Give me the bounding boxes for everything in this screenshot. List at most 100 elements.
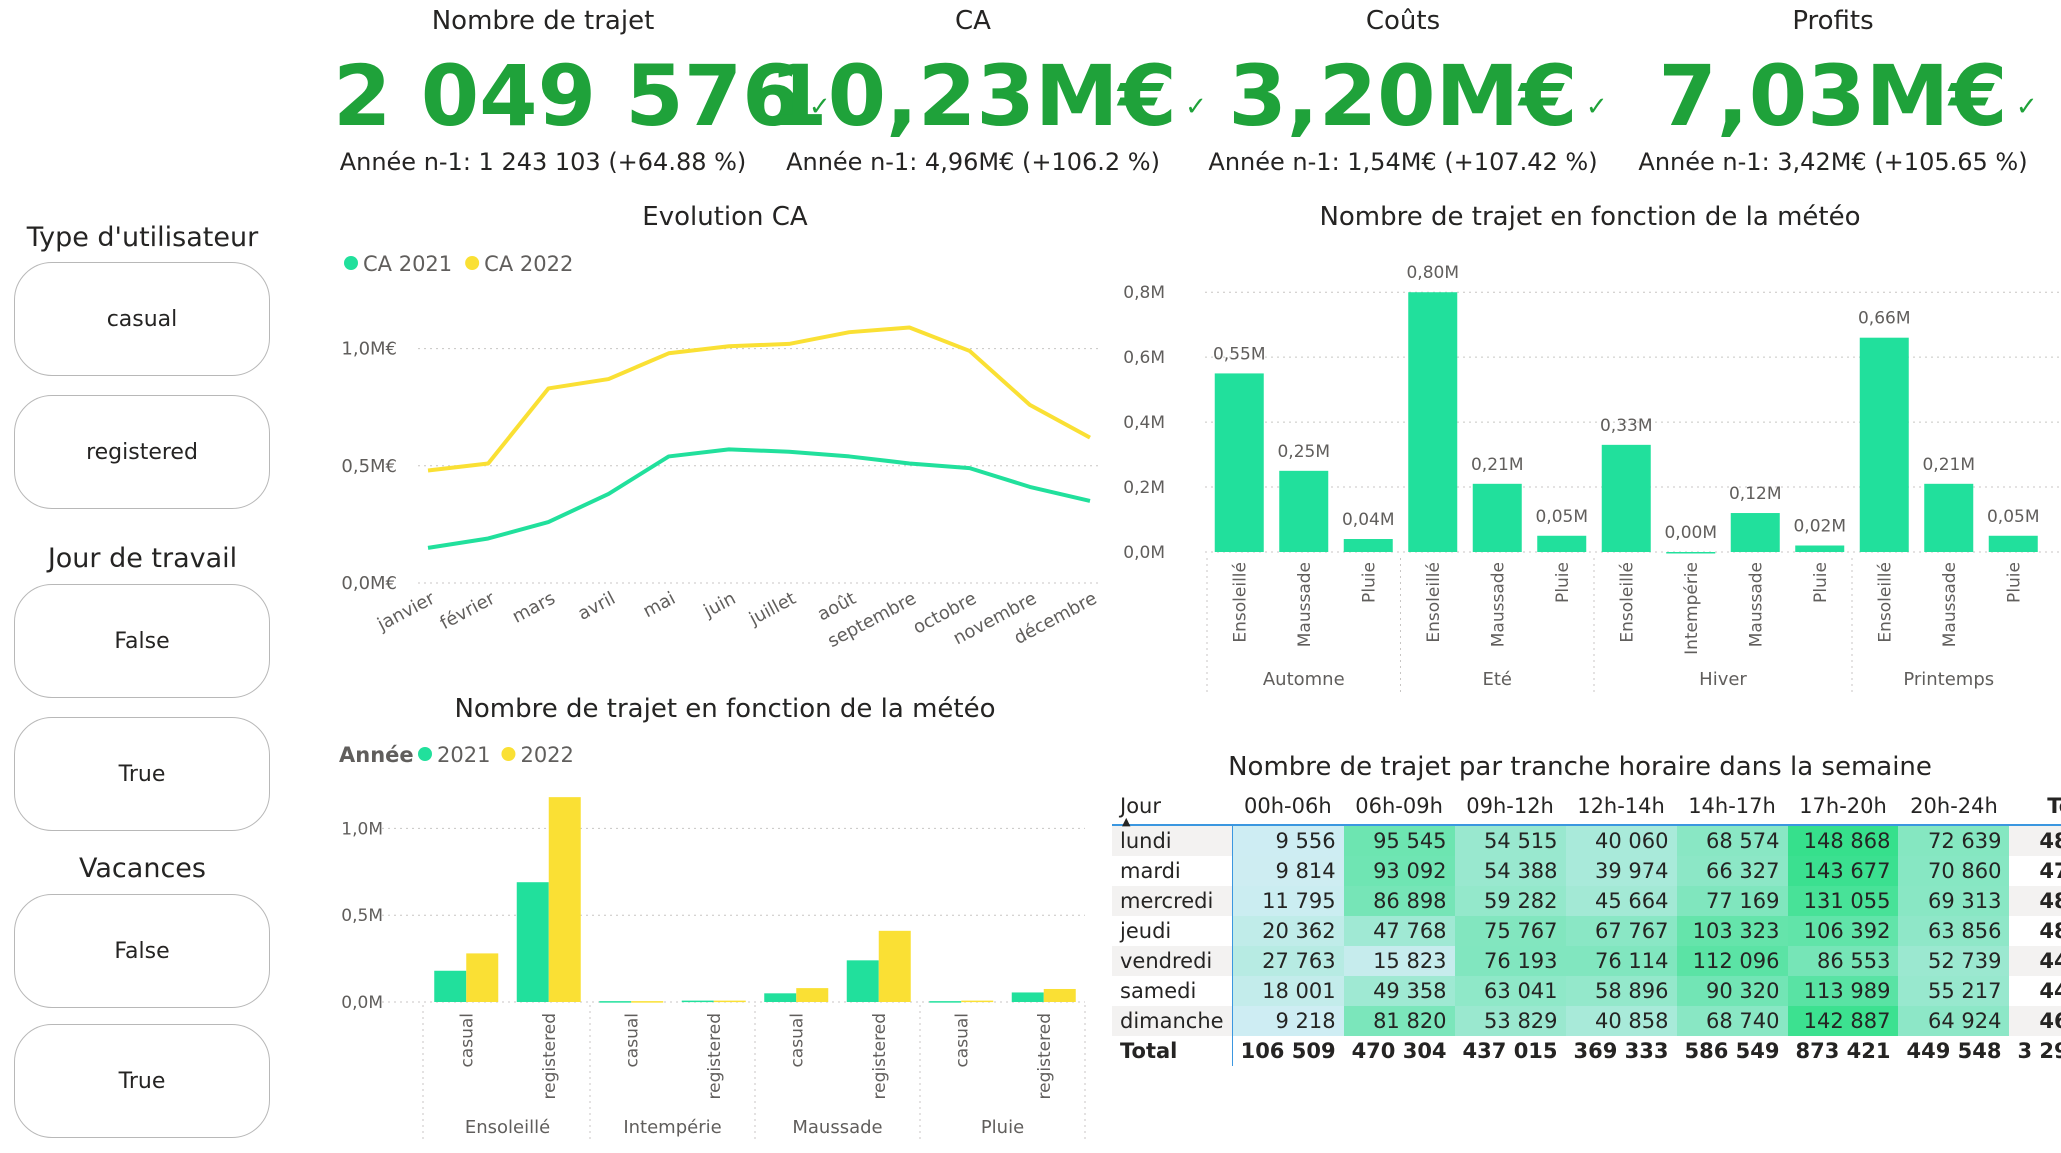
x-tick-label: Pluie: [1553, 562, 1573, 603]
row-total: 462 276: [2009, 1006, 2061, 1036]
kpi-subtitle: Année n-1: 1 243 103 (+64.88 %): [339, 148, 747, 176]
table-cell: 52 739: [1898, 946, 2010, 976]
table-cell: 58 896: [1565, 976, 1677, 1006]
x-tick-label: Maussade: [1746, 562, 1766, 647]
bar-maussade-registered-2022: [878, 930, 911, 1002]
bar-intempérie-casual-2022: [631, 1001, 664, 1003]
bar-printemps-maussade: [1924, 483, 1974, 552]
table-cell: 40 858: [1565, 1006, 1677, 1036]
data-label: 0,04M: [1342, 510, 1395, 530]
row-total: 481 176: [2009, 886, 2061, 916]
kpi-value: 10,23M€ ✓: [769, 47, 1207, 145]
y-tick-label: 0,0M€: [341, 573, 397, 594]
x-tick-label: juillet: [745, 588, 799, 630]
checkmark-icon: ✓: [1585, 92, 1608, 122]
data-label: 0,00M: [1664, 523, 1717, 543]
bar-hiver-intempérie: [1666, 552, 1716, 554]
user-weather-bar-chart: Année 2021 2022 0,0M 0,5M 1,0M casual registere…: [339, 743, 1086, 1143]
group-label: Maussade: [792, 1117, 882, 1138]
group-label: Eté: [1482, 669, 1512, 690]
table-row: mercredi 11 795 86 898 59 282 45 664 77 169 13…: [1112, 886, 2061, 916]
table-cell: 66 327: [1676, 856, 1788, 886]
y-tick-label: 0,5M: [341, 906, 383, 926]
y-tick-label: 0,2M: [1123, 478, 1165, 498]
table-cell: 95 545: [1343, 825, 1455, 856]
table-cell: 9 814: [1232, 856, 1344, 886]
kpi-title: Nombre de trajet: [431, 6, 655, 36]
bar-intempérie-registered-2022: [713, 1000, 746, 1003]
bar-eté-ensoleillé: [1408, 292, 1458, 552]
group-label: Intempérie: [623, 1117, 721, 1138]
table-cell: 54 388: [1454, 856, 1566, 886]
slicer-option-workday-false[interactable]: False: [14, 584, 270, 698]
table-cell: 90 320: [1676, 976, 1788, 1006]
total-cell: 369 333: [1573, 1039, 1669, 1063]
table-cell: 103 323: [1676, 916, 1788, 946]
table-cell: 53 829: [1454, 1006, 1566, 1036]
table-cell: 72 639: [1898, 825, 2010, 856]
table-cell: 68 740: [1676, 1006, 1788, 1036]
y-tick-label: 1,0M: [341, 819, 383, 839]
slicer-option-registered[interactable]: registered: [14, 395, 270, 509]
data-label: 0,80M: [1406, 263, 1459, 283]
table-cell: 77 169: [1676, 886, 1788, 916]
x-tick-label: Maussade: [1295, 562, 1315, 647]
x-tick-label: casual: [787, 1013, 807, 1068]
x-tick-label: juin: [700, 588, 740, 622]
table-row: samedi 18 001 49 358 63 041 58 896 90 320 113 …: [1112, 976, 2061, 1006]
x-tick-label: Maussade: [1488, 562, 1508, 647]
slicer-option-casual[interactable]: casual: [14, 262, 270, 376]
table-cell: 86 898: [1343, 886, 1455, 916]
x-tick-label: registered: [870, 1013, 890, 1099]
table-row: mardi 9 814 93 092 54 388 39 974 66 327 143 67…: [1112, 856, 2061, 886]
table-cell: 142 887: [1787, 1006, 1899, 1036]
table-cell: 9 556: [1232, 825, 1344, 856]
table-cell: 11 795: [1232, 886, 1344, 916]
table-cell: 67 767: [1565, 916, 1677, 946]
table-cell: 131 055: [1787, 886, 1899, 916]
x-tick-label: Pluie: [2004, 562, 2024, 603]
data-label: 0,05M: [1987, 507, 2040, 527]
table-cell: 75 767: [1454, 916, 1566, 946]
slicer-title-workday: Jour de travail: [47, 543, 238, 574]
x-tick-label: février: [437, 588, 499, 634]
kpi-subtitle: Année n-1: 4,96M€ (+106.2 %): [786, 148, 1160, 176]
y-tick-label: 0,5M€: [341, 456, 397, 477]
x-tick-label: registered: [1035, 1013, 1055, 1099]
series-line-ca-2022: [427, 325, 1091, 473]
bar-eté-pluie: [1537, 535, 1587, 552]
group-label: Ensoleillé: [465, 1117, 550, 1138]
x-tick-label: janvier: [373, 588, 439, 636]
legend-label: CA 2022: [484, 252, 573, 276]
kpi-couts: Coûts 3,20M€ ✓ Année n-1: 1,54M€ (+107.42…: [1193, 0, 1613, 176]
bar-intempérie-registered-2021: [681, 1000, 714, 1003]
slicer-option-workday-true[interactable]: True: [14, 717, 270, 831]
data-label: 0,02M: [1793, 517, 1846, 537]
column-header: 14h-17h: [1676, 788, 1788, 826]
table-cell: 112 096: [1676, 946, 1788, 976]
table-cell: 59 282: [1454, 886, 1566, 916]
data-label: 0,25M: [1277, 442, 1330, 462]
bar-intempérie-casual-2021: [599, 1001, 632, 1003]
table-cell: 69 313: [1898, 886, 2010, 916]
hourly-matrix: Jour ▲ 00h-06h 06h-09h 09h-12h 12h-14h 14h-17h…: [1112, 788, 2061, 1066]
bar-maussade-casual-2021: [764, 993, 797, 1002]
slicer-option-holidays-false[interactable]: False: [14, 894, 270, 1008]
data-label: 0,55M: [1213, 344, 1266, 364]
checkmark-icon: ✓: [808, 92, 831, 122]
kpi-subtitle: Année n-1: 3,42M€ (+105.65 %): [1638, 148, 2028, 176]
table-cell: 93 092: [1343, 856, 1455, 886]
sort-arrow-icon[interactable]: ▲: [1122, 815, 1131, 828]
column-header-jour[interactable]: Jour ▲: [1112, 788, 1233, 828]
bar-pluie-casual-2021: [929, 1001, 962, 1003]
column-header: 17h-20h: [1787, 788, 1899, 826]
x-tick-label: Ensoleillé: [1875, 562, 1895, 643]
x-tick-label: casual: [622, 1013, 642, 1068]
slicer-option-holidays-true[interactable]: True: [14, 1024, 270, 1138]
line-chart-title: Evolution CA: [642, 202, 808, 232]
x-tick-label: Pluie: [1359, 562, 1379, 603]
y-tick-label: 0,0M: [341, 993, 383, 1013]
data-label: 0,66M: [1858, 309, 1911, 329]
table-cell: 148 868: [1787, 825, 1899, 856]
data-label: 0,21M: [1922, 455, 1975, 475]
